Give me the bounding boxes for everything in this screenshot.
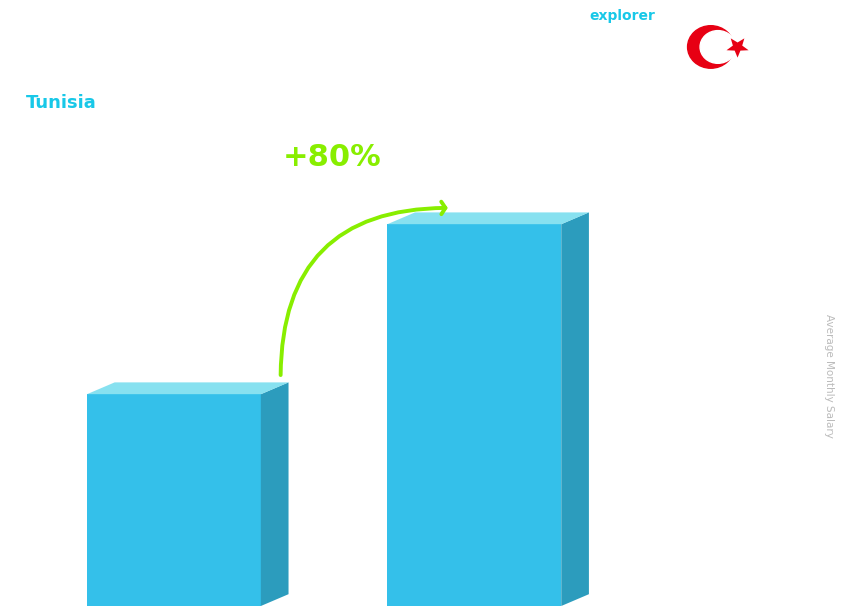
Polygon shape [87, 382, 288, 394]
Text: Average Monthly Salary: Average Monthly Salary [824, 314, 834, 438]
Polygon shape [388, 224, 561, 606]
Text: salary: salary [540, 9, 587, 23]
Text: 4,200 TND: 4,200 TND [435, 181, 541, 199]
Text: Salary Comparison By Education: Salary Comparison By Education [26, 9, 534, 37]
Text: Tunisia: Tunisia [26, 94, 96, 112]
Polygon shape [388, 212, 589, 224]
Text: Computer Technician: Computer Technician [26, 61, 215, 79]
Text: 2,330 TND: 2,330 TND [135, 351, 241, 368]
Circle shape [688, 25, 734, 68]
Polygon shape [261, 382, 288, 606]
Text: explorer: explorer [589, 9, 654, 23]
Polygon shape [87, 394, 261, 606]
Circle shape [684, 18, 748, 76]
Text: .com: .com [653, 9, 690, 23]
Circle shape [700, 31, 736, 64]
Text: +80%: +80% [283, 144, 382, 172]
Polygon shape [561, 212, 589, 606]
Polygon shape [727, 38, 749, 58]
